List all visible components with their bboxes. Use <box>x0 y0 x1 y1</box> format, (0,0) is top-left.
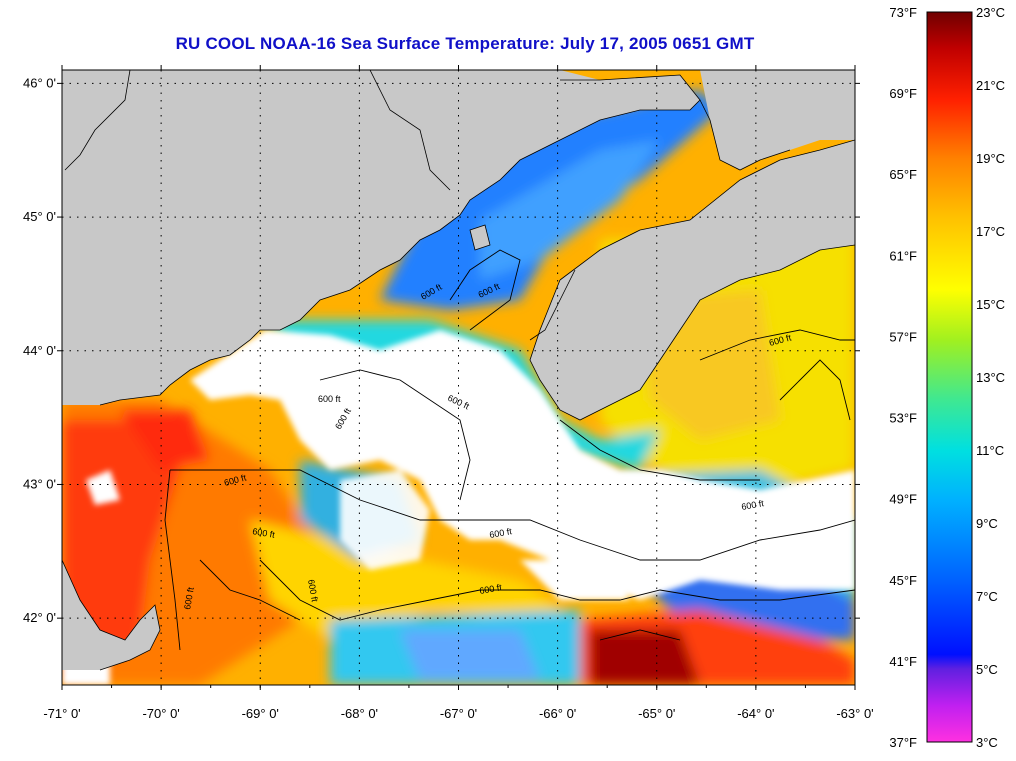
colorbar-fahrenheit-label: 61°F <box>889 248 917 263</box>
lat-tick-label: 44° 0' <box>23 343 56 358</box>
lat-tick-label: 46° 0' <box>23 75 56 90</box>
map-title: RU COOL NOAA-16 Sea Surface Temperature:… <box>175 34 755 53</box>
colorbar-fahrenheit-label: 37°F <box>889 735 917 750</box>
colorbar-celsius-label: 21°C <box>976 78 1005 93</box>
latitude-labels: 46° 0' 45° 0' 44° 0' 43° 0' 42° 0' <box>23 75 56 625</box>
axis-ticks <box>57 65 860 690</box>
lat-tick-label: 42° 0' <box>23 610 56 625</box>
contour-label-12: 600 ft <box>741 498 765 512</box>
contour-label-8: 600 ft <box>306 579 320 603</box>
colorbar-celsius-label: 15°C <box>976 297 1005 312</box>
lat-tick-label: 43° 0' <box>23 476 56 491</box>
land <box>62 70 855 670</box>
lon-tick-label: -68° 0' <box>341 706 378 721</box>
lon-tick-label: -66° 0' <box>539 706 576 721</box>
colorbar-celsius-label: 9°C <box>976 516 998 531</box>
bathymetry-contours <box>164 249 855 651</box>
contour-label-3: 600 ft <box>318 394 341 404</box>
coastlines <box>62 70 855 671</box>
contour-label-7: 600 ft <box>252 526 276 540</box>
lon-tick-label: -69° 0' <box>242 706 279 721</box>
colorbar-fahrenheit-label: 45°F <box>889 573 917 588</box>
lon-tick-label: -71° 0' <box>43 706 80 721</box>
colorbar-celsius-label: 17°C <box>976 224 1005 239</box>
lon-tick-label: -64° 0' <box>737 706 774 721</box>
colorbar-fahrenheit-label: 49°F <box>889 492 917 507</box>
sst-field: 600 ft 600 ft 600 ft 600 ft 600 ft 600 f… <box>62 70 855 685</box>
colorbar-celsius-label: 3°C <box>976 735 998 750</box>
lon-tick-label: -65° 0' <box>638 706 675 721</box>
lon-tick-label: -70° 0' <box>142 706 179 721</box>
colorbar-celsius-label: 5°C <box>976 662 998 677</box>
colorbar-fahrenheit-label: 65°F <box>889 167 917 182</box>
lon-tick-label: -63° 0' <box>836 706 873 721</box>
colorbar-labels: 73°F 69°F 65°F 61°F 57°F 53°F 49°F 45°F 41°F 37°F… <box>889 5 1005 750</box>
colorbar-fahrenheit-label: 41°F <box>889 654 917 669</box>
colorbar-fahrenheit-label: 57°F <box>889 329 917 344</box>
graticule <box>62 70 855 685</box>
colorbar-celsius-label: 13°C <box>976 370 1005 385</box>
colorbar-fahrenheit-label: 69°F <box>889 86 917 101</box>
colorbar-fahrenheit-label: 53°F <box>889 411 917 426</box>
colorbar-fahrenheit-label: 73°F <box>889 5 917 20</box>
colorbar-celsius-label: 19°C <box>976 151 1005 166</box>
contour-label-9: 600 ft <box>182 586 196 610</box>
contour-label-10: 600 ft <box>489 526 513 540</box>
lat-tick-label: 45° 0' <box>23 209 56 224</box>
colorbar-celsius-label: 11°C <box>976 443 1004 458</box>
longitude-labels: -71° 0' -70° 0' -69° 0' -68° 0' -67° 0' -66° … <box>43 706 873 721</box>
colorbar <box>926 11 973 743</box>
colorbar-celsius-label: 7°C <box>976 589 998 604</box>
contour-label-11: 600 ft <box>479 582 503 596</box>
lon-tick-label: -67° 0' <box>440 706 477 721</box>
colorbar-celsius-label: 23°C <box>976 5 1005 20</box>
